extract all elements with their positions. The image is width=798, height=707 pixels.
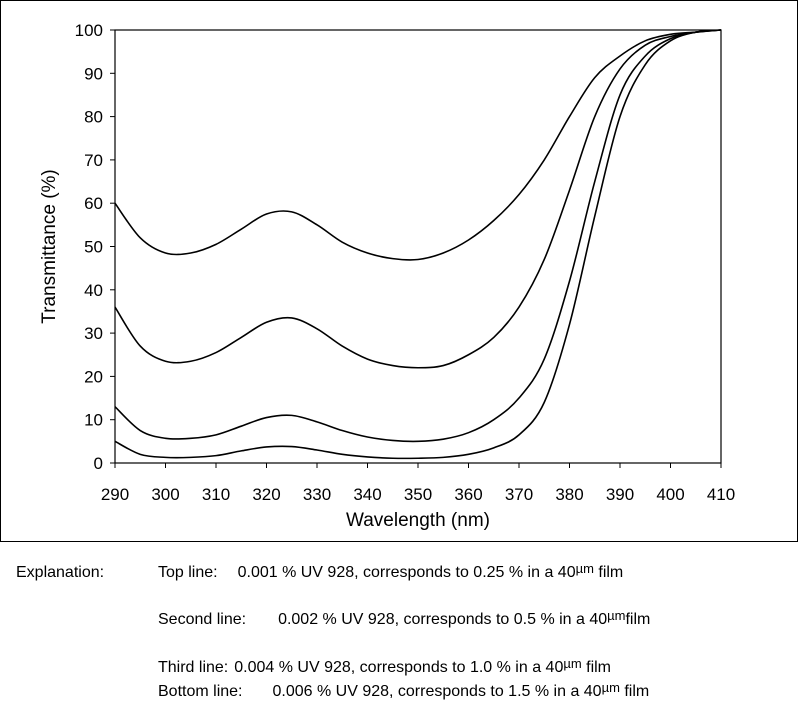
x-tick-label: 290 [101,485,129,504]
explanation-label: Bottom line: [158,683,243,700]
micrometer-unit: µm [607,608,626,623]
y-tick-label: 0 [94,454,103,473]
explanation-text: 0.004 % UV 928, corresponds to 1.0 % in … [234,659,564,676]
series-line-1 [114,29,722,261]
transmittance-chart: 0 10 20 30 40 50 60 70 80 90 100 290 300 310 320 330 34… [39,21,735,531]
explanation-suffix: film [593,564,624,581]
explanation-suffix: film [619,683,650,700]
y-tick-label: 100 [75,21,103,40]
x-tick-label: 350 [404,485,432,504]
explanation-label: Top line: [158,564,218,581]
explanation-suffix: film [581,659,611,676]
y-tick-label: 90 [84,64,103,83]
y-tick-label: 20 [84,367,103,386]
explanation-text: 0.001 % UV 928, corresponds to 0.25 % in… [237,564,576,581]
x-tick-label: 340 [353,485,381,504]
series-layer [114,29,722,460]
x-tick-label: 310 [202,485,230,504]
x-tick-label: 380 [555,485,583,504]
y-axis-ticks: 0 10 20 30 40 50 60 70 80 90 100 [75,21,115,473]
x-tick-label: 390 [606,485,634,504]
explanation-line-third: Third line: 0.004 % UV 928, corresponds t… [158,656,611,677]
x-tick-label: 320 [252,485,280,504]
explanation-text: 0.006 % UV 928, corresponds to 1.5 % in … [272,683,602,700]
y-tick-label: 70 [84,151,103,170]
micrometer-unit: µm [563,656,582,671]
series-line-3 [114,29,722,443]
y-tick-label: 80 [84,108,103,127]
explanation-line-second: Second line: 0.002 % UV 928, corresponds … [158,608,651,629]
y-tick-label: 50 [84,238,103,257]
explanation-line-bottom: Bottom line: 0.006 % UV 928, corresponds … [158,680,650,701]
explanation-text: 0.002 % UV 928, corresponds to 0.5 % in … [278,611,608,628]
y-tick-label: 40 [84,281,103,300]
y-tick-label: 60 [84,194,103,213]
x-tick-label: 300 [151,485,179,504]
series-line-2 [114,29,722,369]
micrometer-unit: µm [575,561,594,576]
y-tick-label: 10 [84,411,103,430]
plot-area-border [114,29,722,464]
x-tick-label: 360 [454,485,482,504]
x-tick-label: 400 [656,485,684,504]
y-tick-label: 30 [84,324,103,343]
micrometer-unit: µm [601,680,620,695]
explanation-heading: Explanation: [16,564,105,581]
x-tick-label: 330 [303,485,331,504]
x-axis-ticks: 290 300 310 320 330 340 350 360 370 380 390 400 410 [101,463,735,504]
x-tick-label: 410 [707,485,735,504]
x-tick-label: 370 [505,485,533,504]
x-axis-title: Wavelength (nm) [346,510,490,531]
explanation-suffix: film [625,611,651,628]
y-axis-title: Transmittance (%) [39,169,60,324]
chart-frame: 0 10 20 30 40 50 60 70 80 90 100 290 300 310 320 330 34… [0,0,798,542]
series-line-4 [114,29,722,460]
explanation-line-top: Top line: 0.001 % UV 928, corresponds to … [158,561,624,582]
explanation-label: Third line: [158,659,229,676]
explanation-label: Second line: [158,611,247,628]
